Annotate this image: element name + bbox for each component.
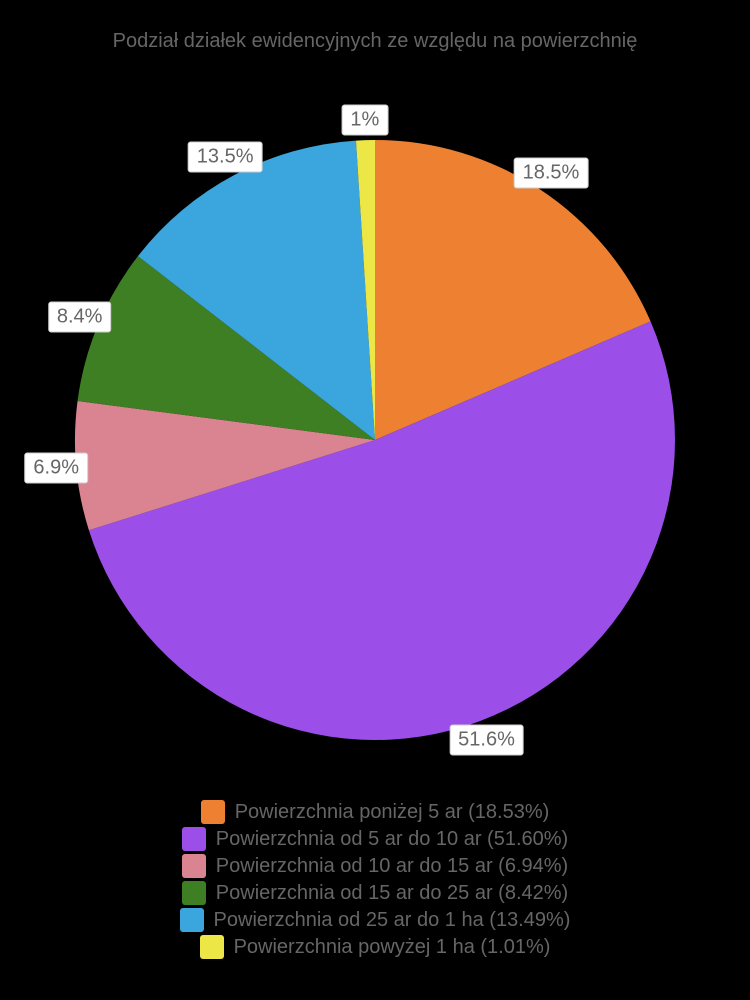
legend-label: Powierzchnia poniżej 5 ar (18.53%) [235,801,550,824]
legend-label: Powierzchnia od 10 ar do 15 ar (6.94%) [216,855,568,878]
legend-swatch [182,881,206,905]
slice-label: 18.5% [514,157,589,188]
legend-item: Powierzchnia poniżej 5 ar (18.53%) [201,800,550,824]
legend-item: Powierzchnia powyżej 1 ha (1.01%) [200,935,551,959]
chart-title: Podział działek ewidencyjnych ze względu… [0,30,750,53]
legend-swatch [201,800,225,824]
pie-chart-container: Podział działek ewidencyjnych ze względu… [0,0,750,1000]
legend-label: Powierzchnia od 25 ar do 1 ha (13.49%) [214,909,571,932]
legend-item: Powierzchnia od 25 ar do 1 ha (13.49%) [180,908,571,932]
legend-swatch [182,854,206,878]
legend-label: Powierzchnia powyżej 1 ha (1.01%) [234,936,551,959]
pie-area: 18.5% 51.6% 6.9% 8.4% 13.5% 1% [0,75,750,775]
slice-label: 51.6% [449,724,524,755]
legend-label: Powierzchnia od 5 ar do 10 ar (51.60%) [216,828,568,851]
legend-item: Powierzchnia od 10 ar do 15 ar (6.94%) [182,854,568,878]
legend-swatch [182,827,206,851]
legend-item: Powierzchnia od 15 ar do 25 ar (8.42%) [182,881,568,905]
legend-label: Powierzchnia od 15 ar do 25 ar (8.42%) [216,882,568,905]
slice-label: 8.4% [48,301,112,332]
slice-label: 6.9% [24,452,88,483]
slice-label: 1% [341,105,388,136]
pie-svg [65,130,685,750]
legend: Powierzchnia poniżej 5 ar (18.53%) Powier… [0,800,750,959]
legend-swatch [200,935,224,959]
legend-item: Powierzchnia od 5 ar do 10 ar (51.60%) [182,827,568,851]
legend-swatch [180,908,204,932]
slice-label: 13.5% [188,142,263,173]
